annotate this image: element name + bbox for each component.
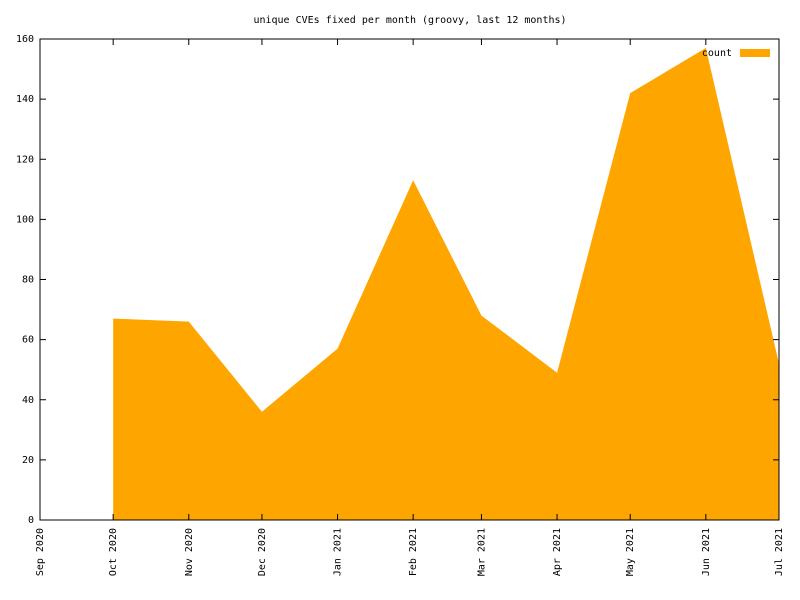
legend-swatch <box>740 49 770 57</box>
y-tick-label: 60 <box>22 335 34 346</box>
x-tick-label: Oct 2020 <box>108 528 119 576</box>
x-tick-label: Sep 2020 <box>35 528 46 576</box>
x-tick-label: Jun 2021 <box>701 528 712 576</box>
legend-label: count <box>702 48 732 59</box>
area <box>113 48 779 521</box>
x-tick-label: Feb 2021 <box>408 528 419 576</box>
x-tick-label: May 2021 <box>625 528 636 576</box>
y-tick-label: 0 <box>28 515 34 526</box>
y-tick-label: 160 <box>16 34 34 45</box>
x-tick-label: Jan 2021 <box>333 528 344 576</box>
x-tick-label: Dec 2020 <box>257 528 268 576</box>
x-tick-label: Apr 2021 <box>552 528 563 576</box>
y-tick-label: 20 <box>22 455 34 466</box>
y-tick-label: 40 <box>22 395 34 406</box>
y-tick-label: 140 <box>16 94 34 105</box>
y-tick-label: 80 <box>22 275 34 286</box>
chart-title: unique CVEs fixed per month (groovy, las… <box>253 15 566 26</box>
y-tick-label: 100 <box>16 214 34 225</box>
y-tick-label: 120 <box>16 154 34 165</box>
x-tick-label: Mar 2021 <box>476 528 487 576</box>
x-tick-label: Nov 2020 <box>184 528 195 576</box>
x-tick-label: Jul 2021 <box>774 528 785 576</box>
